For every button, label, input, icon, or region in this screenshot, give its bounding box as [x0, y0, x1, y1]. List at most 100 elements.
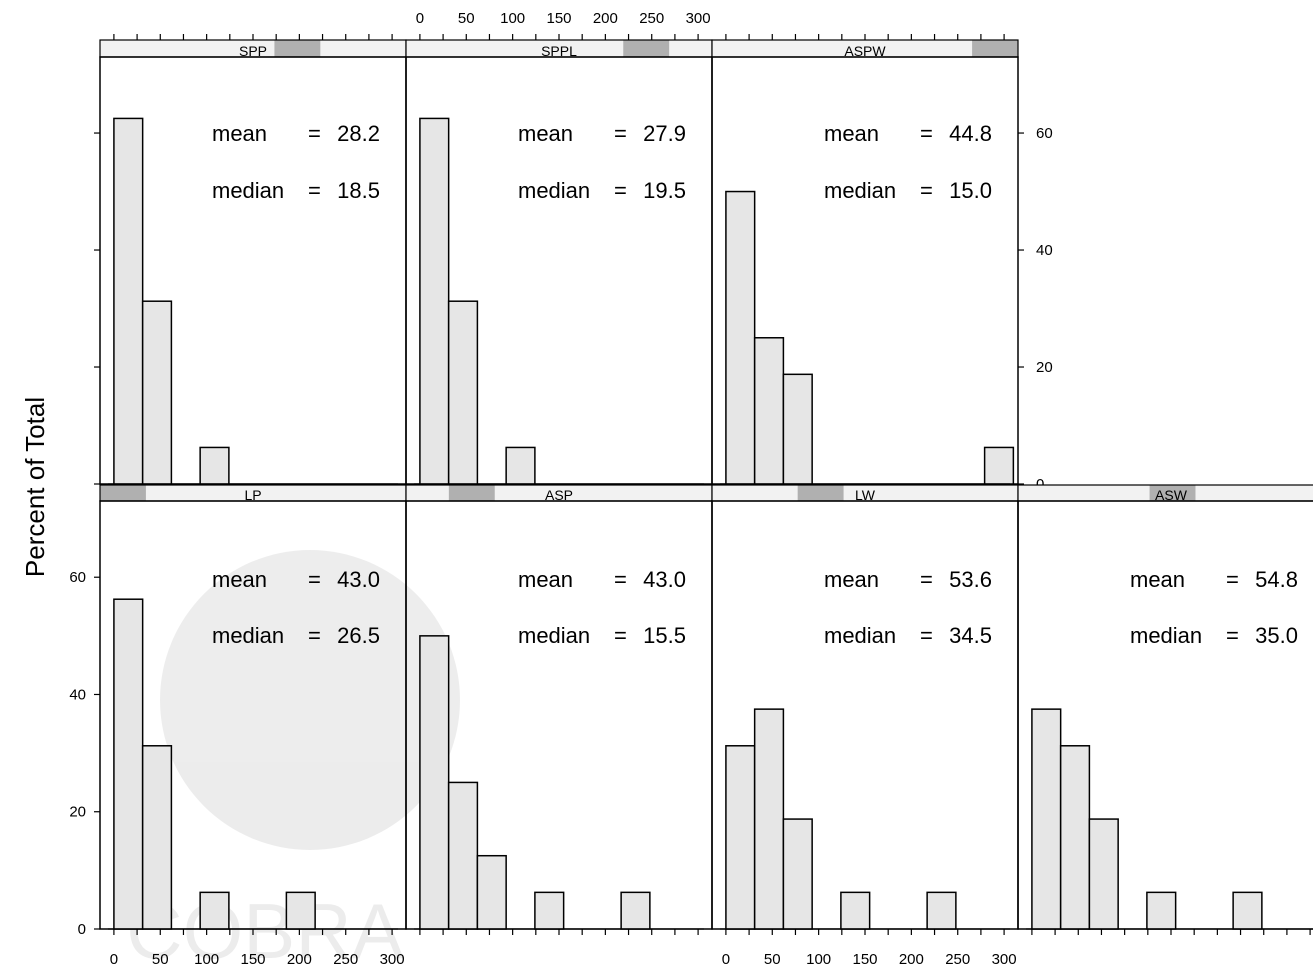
median-value: 15.0 [949, 178, 992, 203]
x-tick-label: 250 [945, 951, 970, 968]
panel-asp: ASP mean = 43.0 median = 15.5 [405, 484, 713, 935]
median-label: median [518, 623, 590, 648]
strip-label: SPP [239, 43, 267, 59]
panel-lw: LW mean = 53.6 median = 34.5 0 50 100 150 200 250 300 [711, 484, 1019, 968]
median-label: median [824, 623, 896, 648]
mean-label: mean [824, 567, 879, 592]
equals-sign: = [1226, 567, 1239, 592]
histogram-bar [199, 891, 230, 930]
equals-sign: = [614, 178, 627, 203]
histogram-bar [1059, 745, 1091, 930]
equals-sign: = [614, 623, 627, 648]
histogram-bar [782, 373, 813, 485]
strip-background [712, 40, 1018, 57]
equals-sign: = [614, 121, 627, 146]
histogram-bar [113, 117, 144, 485]
x-tick-label: 200 [593, 10, 618, 27]
median-label: median [824, 178, 896, 203]
median-label: median [1130, 623, 1202, 648]
mean-value: 28.2 [337, 121, 380, 146]
histogram-bar [476, 854, 507, 930]
y-axis-label: Percent of Total [20, 397, 50, 577]
median-value: 34.5 [949, 623, 992, 648]
histogram-bar [782, 818, 813, 930]
x-tick-label: 250 [639, 10, 664, 27]
strip-level-marker [448, 485, 495, 501]
x-tick-label: 50 [458, 10, 475, 27]
x-tick-label: 300 [380, 951, 405, 968]
histogram-bar [419, 117, 450, 485]
median-label: median [212, 178, 284, 203]
x-tick-label: 100 [806, 951, 831, 968]
median-value: 19.5 [643, 178, 686, 203]
y-tick-label: 60 [1036, 125, 1053, 142]
mean-value: 53.6 [949, 567, 992, 592]
mean-value: 27.9 [643, 121, 686, 146]
equals-sign: = [1226, 623, 1239, 648]
x-tick-label: 300 [686, 10, 711, 27]
mean-label: mean [518, 121, 573, 146]
x-tick-label: 0 [722, 951, 730, 968]
histogram-bar [505, 446, 536, 485]
y-tick-label: 20 [69, 804, 86, 821]
y-tick-label: 40 [69, 686, 86, 703]
histogram-bar [199, 446, 230, 485]
strip-level-marker [797, 485, 844, 501]
strip-level-marker [100, 485, 146, 501]
histogram-bar [725, 190, 756, 485]
mean-value: 43.0 [337, 567, 380, 592]
strip-level-marker [274, 40, 321, 57]
cobra-watermark: COBRA [126, 550, 460, 968]
median-label: median [212, 623, 284, 648]
y-tick-label: 0 [78, 921, 86, 938]
histogram-bar [285, 891, 316, 930]
panel-sppl: SPPL mean = 27.9 median = 19.5 0 50 100 150 200 250 3… [405, 10, 713, 485]
y-tick-label: 60 [69, 569, 86, 586]
histogram-bar [753, 337, 785, 485]
median-value: 18.5 [337, 178, 380, 203]
mean-label: mean [518, 567, 573, 592]
mean-label: mean [212, 567, 267, 592]
mean-label: mean [212, 121, 267, 146]
x-tick-label: 100 [500, 10, 525, 27]
histogram-bar [753, 708, 785, 930]
histogram-bar [1088, 818, 1119, 930]
mean-value: 54.8 [1255, 567, 1298, 592]
median-value: 35.0 [1255, 623, 1298, 648]
histogram-bar [447, 300, 479, 485]
histogram-bar [725, 745, 756, 930]
strip-label: SPPL [541, 43, 577, 59]
strip-label: ASP [545, 487, 573, 503]
histogram-bar [840, 891, 871, 930]
x-tick-label: 50 [764, 951, 781, 968]
strip-background [712, 485, 1018, 501]
mean-value: 43.0 [643, 567, 686, 592]
equals-sign: = [920, 121, 933, 146]
x-tick-label: 250 [333, 951, 358, 968]
median-label: median [518, 178, 590, 203]
strip-label: LW [855, 487, 876, 503]
equals-sign: = [308, 121, 321, 146]
panels: SPP mean = 28.2 median = 18.5 SPPL mean = 27.9 medi… [69, 10, 1313, 968]
mean-value: 44.8 [949, 121, 992, 146]
histogram-bar [141, 745, 173, 930]
x-tick-label: 150 [852, 951, 877, 968]
watermark-text: COBRA [126, 887, 403, 968]
strip-level-marker [1149, 485, 1196, 501]
x-tick-label: 200 [287, 951, 312, 968]
x-tick-label: 150 [240, 951, 265, 968]
median-value: 15.5 [643, 623, 686, 648]
mean-label: mean [824, 121, 879, 146]
mean-label: mean [1130, 567, 1185, 592]
histogram-bar [113, 598, 144, 930]
histogram-bar [447, 781, 479, 930]
histogram-bar [1031, 708, 1062, 930]
x-tick-label: 300 [992, 951, 1017, 968]
panel-asw: ASW mean = 54.8 median = 35.0 [1017, 484, 1313, 935]
panel-spp: SPP mean = 28.2 median = 18.5 [94, 34, 407, 485]
equals-sign: = [614, 567, 627, 592]
x-tick-label: 0 [416, 10, 424, 27]
